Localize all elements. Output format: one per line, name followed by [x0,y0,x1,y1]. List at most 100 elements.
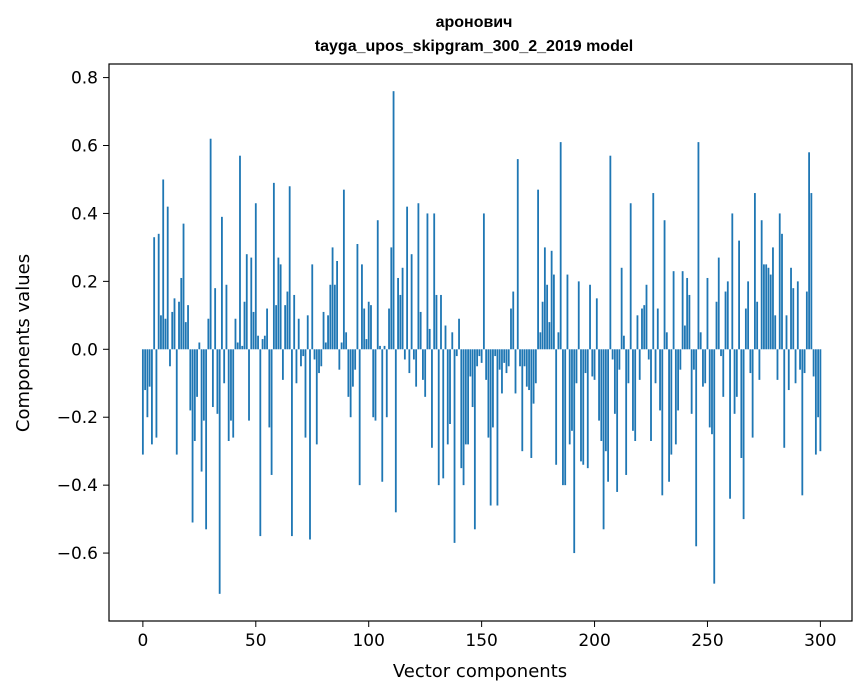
bar-123 [419,311,422,350]
x-tick-label: 50 [245,631,267,651]
bar-164 [512,291,515,350]
bar-256 [720,349,722,357]
bar-293 [803,349,806,374]
bar-211 [618,349,621,370]
bar-128 [431,349,433,448]
bar-26 [200,349,203,472]
bar-175 [537,189,539,350]
bar-21 [189,349,192,411]
bar-280 [774,315,777,350]
bar-136 [449,349,451,425]
bar-39 [230,349,232,421]
bar-93 [352,349,354,387]
bar-106 [381,349,384,482]
bar-145 [469,349,472,377]
bar-90 [345,332,348,350]
bar-129 [433,213,436,350]
bar-124 [422,349,424,380]
bar-57 [270,349,273,475]
bar-222 [643,305,646,350]
bar-179 [546,284,549,350]
bar-177 [541,301,544,350]
bar-170 [525,349,528,387]
bar-0 [141,349,144,455]
bar-76 [313,349,316,360]
bar-56 [268,349,271,428]
bar-244 [693,349,695,370]
x-tick-label: 0 [137,631,148,651]
bar-197 [586,349,589,469]
bar-154 [489,349,492,506]
bar-8 [160,315,162,350]
bar-217 [632,349,634,431]
bar-49 [252,311,255,350]
plot-frame [108,63,853,622]
bar-194 [580,349,582,462]
bar-168 [521,349,524,452]
bar-143 [464,349,467,445]
bar-68 [295,349,298,384]
bar-114 [399,294,402,350]
bar-234 [670,349,673,455]
bar-53 [261,339,264,350]
y-tick-label: −0.4 [57,476,98,496]
bar-239 [681,271,684,350]
bar-16 [178,301,180,350]
x-tick-label: 150 [465,631,497,651]
bar-30 [209,138,212,350]
bar-9 [162,179,165,350]
bar-263 [735,349,738,397]
bar-150 [480,349,483,363]
bar-300 [819,349,822,452]
bar-17 [180,277,183,350]
bar-102 [372,349,375,418]
bar-299 [817,349,820,418]
bar-267 [744,308,747,350]
bar-135 [446,349,449,445]
y-axis-label: Components values [13,254,34,432]
bar-257 [722,349,725,397]
bar-233 [668,349,670,482]
bar-14 [173,298,176,350]
bar-158 [498,349,501,370]
bar-202 [598,349,600,421]
bar-270 [751,349,754,438]
bar-52 [259,349,262,537]
bar-269 [749,349,752,374]
bar-113 [397,277,399,350]
bar-223 [645,284,648,350]
bar-38 [227,349,230,441]
bar-70 [300,349,302,367]
bar-6 [155,349,158,438]
bar-23 [193,349,196,441]
bar-105 [379,345,381,350]
bar-166 [516,159,519,350]
bar-12 [169,349,171,367]
bar-73 [306,315,309,350]
bar-173 [532,349,535,404]
bar-200 [593,349,596,380]
bar-250 [706,277,709,350]
bar-47 [248,349,250,421]
bar-29 [207,318,210,350]
bar-3 [148,349,151,387]
bar-24 [196,349,198,397]
bar-180 [548,322,551,350]
bar-167 [519,349,521,367]
bar-55 [266,308,268,350]
bar-207 [609,155,612,350]
bar-77 [315,349,318,445]
bar-291 [799,349,801,370]
bar-283 [781,233,783,350]
y-tick-label: 0.8 [71,69,98,89]
bar-213 [623,335,625,350]
bar-141 [460,349,463,469]
bar-247 [699,332,702,350]
bar-209 [613,349,616,414]
bar-238 [679,349,682,370]
y-tick-label: 0.0 [71,340,98,360]
bar-259 [726,281,729,350]
bar-282 [778,213,781,350]
bar-275 [763,264,765,350]
